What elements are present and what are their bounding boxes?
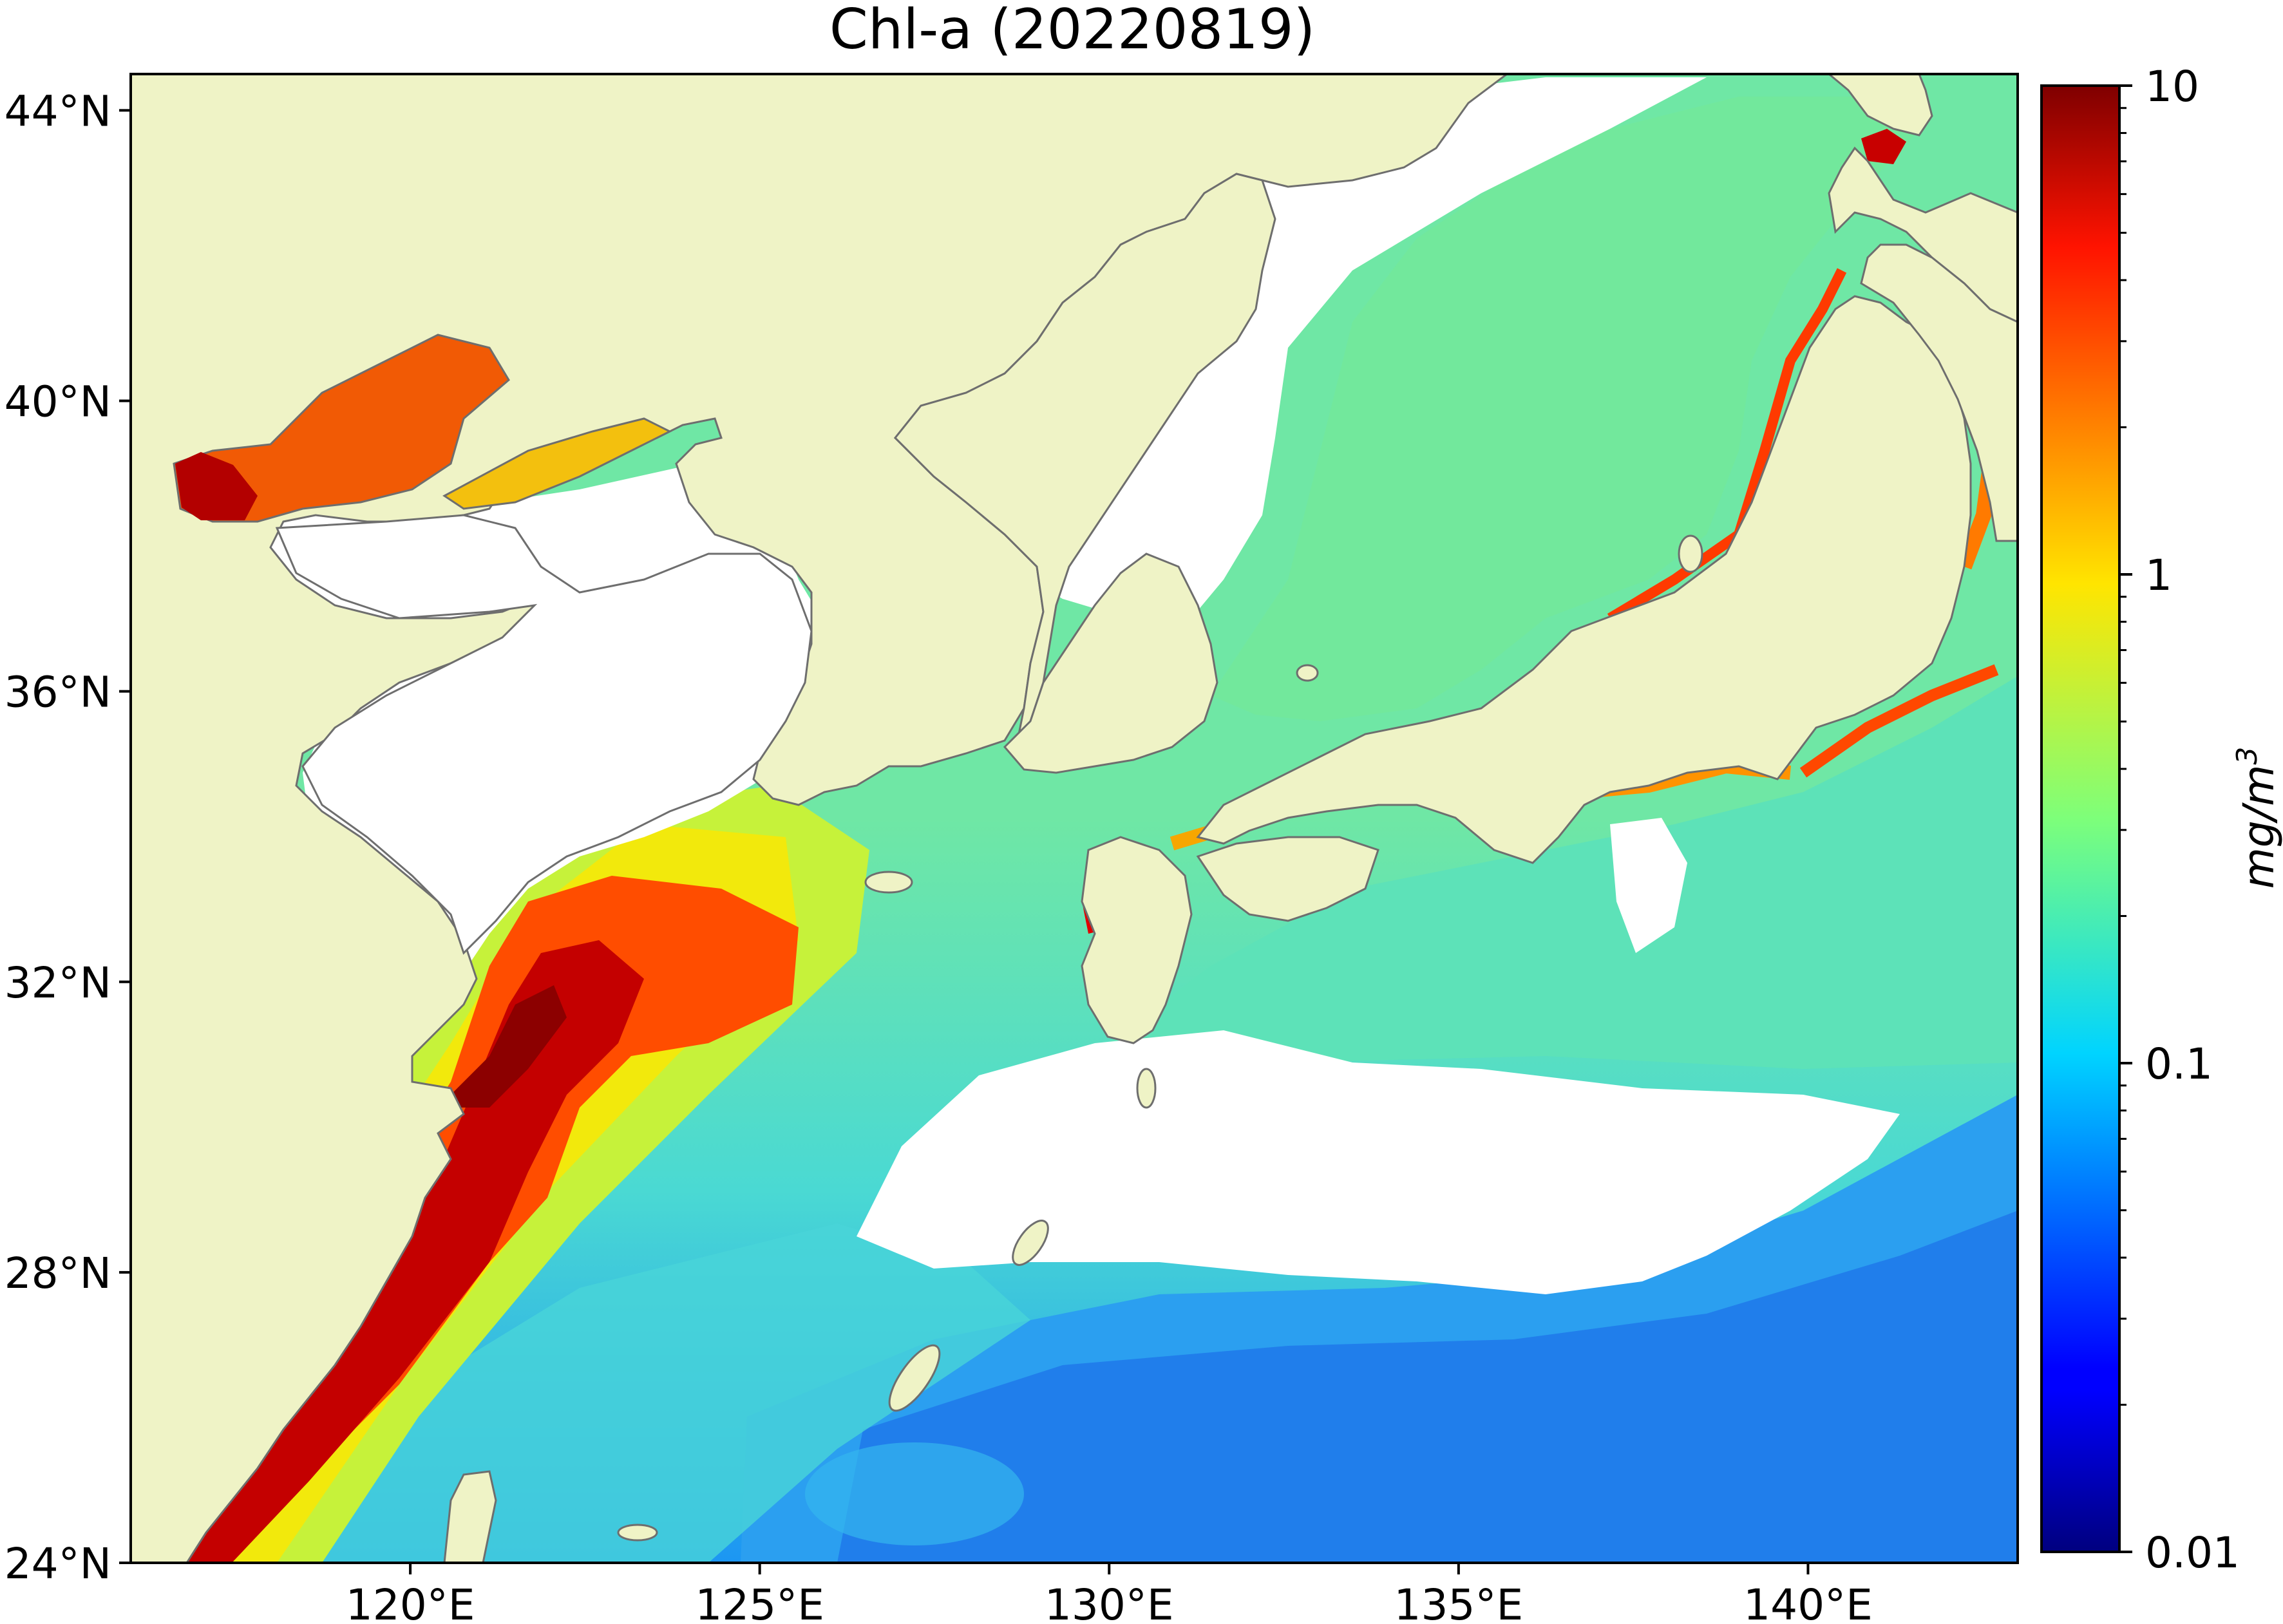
- sakhalin-land: [1827, 74, 1933, 137]
- latitude-axis: 24°N 28°N 32°N 36°N 40°N 44°N: [5, 86, 131, 1589]
- lat-tick-label: 44°N: [5, 86, 111, 136]
- lat-tick-label: 40°N: [5, 377, 111, 427]
- sado-island: [1678, 534, 1703, 573]
- map-frame: [129, 73, 2019, 1564]
- miyako-island: [617, 1524, 658, 1542]
- lon-tick-label: 130°E: [1045, 1580, 1174, 1624]
- colorbar-unit-label: mg/m3: [2231, 747, 2283, 889]
- lat-tick-label: 28°N: [5, 1249, 111, 1298]
- sea-of-japan: [1211, 97, 1932, 721]
- okhotsk-high-chl: [1861, 129, 1906, 164]
- yellow-sea-no-data: [275, 514, 813, 955]
- colorbar-frame: [2040, 84, 2121, 1553]
- colorbar-tick-label: 0.1: [2145, 1039, 2213, 1089]
- colorbar-unit-text: mg/m: [2234, 765, 2283, 889]
- lon-tick-label: 140°E: [1743, 1580, 1873, 1624]
- bohai-dark-red-water: [175, 452, 258, 520]
- japan-coastal-high-chl: [1607, 268, 1847, 623]
- amami-island: [1012, 1220, 1049, 1266]
- jeju-island: [864, 871, 913, 894]
- no-data-south-pacific-clouds: [857, 1030, 1900, 1294]
- map-panel: [131, 74, 2018, 1563]
- honshu-north-tip: [1860, 243, 2018, 542]
- honshu-island: [1196, 295, 1972, 864]
- very-low-chl-patch: [837, 1211, 2018, 1563]
- lon-tick-label: 120°E: [346, 1580, 475, 1624]
- okinawa-island: [888, 1344, 941, 1412]
- lon-tick-label: 125°E: [695, 1580, 824, 1624]
- lat-tick-label: 32°N: [5, 958, 111, 1008]
- colorbar: 10 1 0.1 0.01 mg/m3: [2040, 62, 2283, 1578]
- coastal-dark-red: [438, 985, 567, 1108]
- colorbar-tick-label: 1: [2145, 551, 2172, 600]
- lon-tick-label: 135°E: [1394, 1580, 1524, 1624]
- colorbar-tick-label: 0.01: [2145, 1528, 2240, 1578]
- longitude-axis: 120°E 125°E 130°E 135°E 140°E: [346, 1563, 1873, 1624]
- lat-tick-label: 24°N: [5, 1539, 111, 1589]
- lat-tick-label: 36°N: [5, 668, 111, 717]
- bohai-sea-water: [173, 334, 510, 523]
- colorbar-unit-exponent: 3: [2231, 747, 2264, 765]
- map-title: Chl-a (20220819): [829, 0, 1316, 62]
- no-data-small-patch: [1610, 818, 1687, 953]
- korean-peninsula: [893, 173, 1276, 741]
- korea-south: [1003, 552, 1218, 774]
- colorbar-ticks: 10 1 0.1 0.01: [2119, 62, 2240, 1578]
- oki-island: [1296, 664, 1319, 682]
- taiwan-island: [443, 1470, 497, 1563]
- colorbar-gradient: [2041, 86, 2119, 1552]
- tanegashima-island: [1136, 1068, 1157, 1109]
- shikoku-island: [1196, 836, 1379, 922]
- japan-pacific-coast-high-chl: [1799, 664, 1999, 778]
- pacific-off-japan: [1108, 676, 2018, 1069]
- eddy-swirl: [805, 1442, 1024, 1545]
- liaodong-bay-water: [442, 417, 672, 510]
- kyushu-island: [1081, 836, 1193, 1044]
- hokkaido-island: [1828, 146, 2018, 323]
- colorbar-tick-label: 10: [2145, 62, 2199, 111]
